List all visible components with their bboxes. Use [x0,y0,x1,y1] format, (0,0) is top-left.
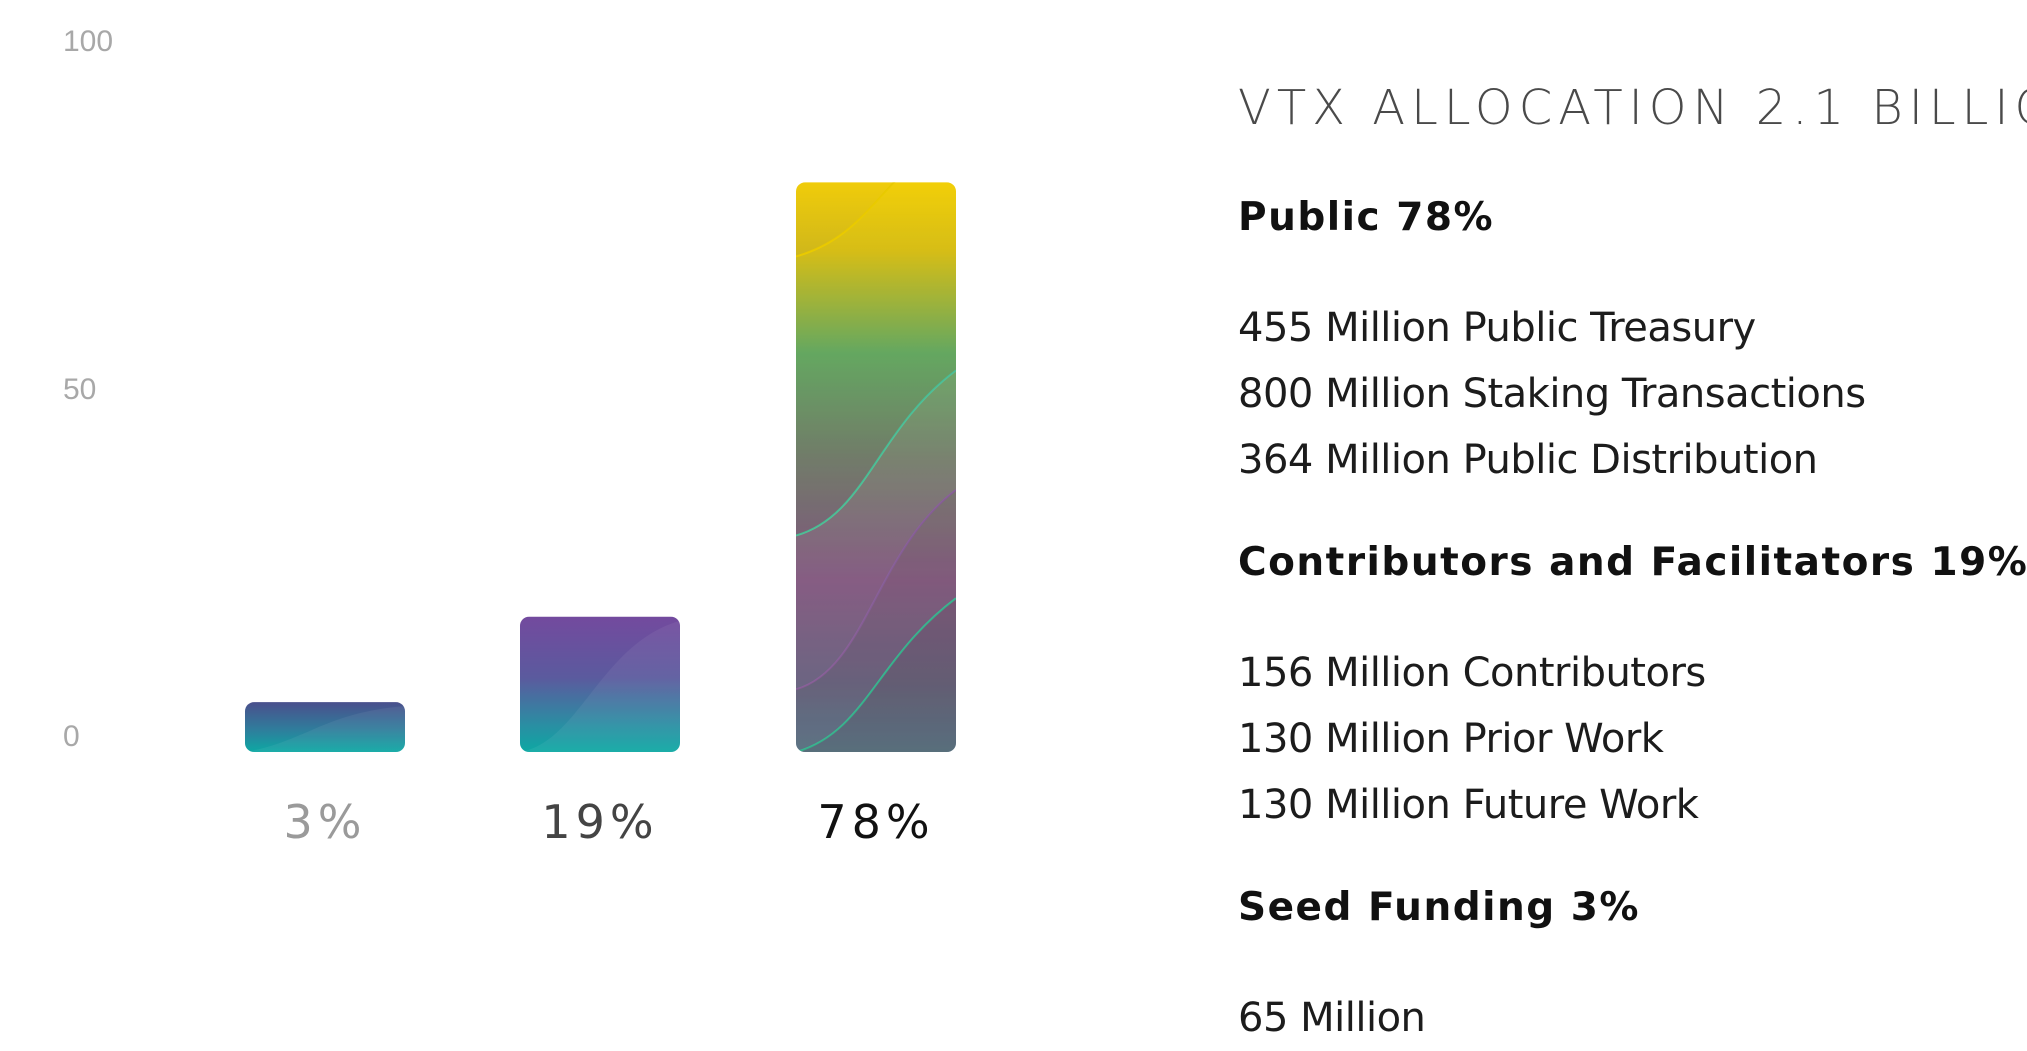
contributors-items-list: 156 Million Contributors 130 Million Pri… [1238,640,1706,838]
section-heading-seed: Seed Funding 3% [1238,885,1640,930]
list-item: 455 Million Public Treasury [1238,305,1756,351]
bar-wave-decoration [796,182,956,752]
wave-fill [796,598,956,752]
bar-1 [245,702,405,752]
list-item: 364 Million Public Distribution [1238,437,1818,483]
wave-line [796,489,956,691]
list-item: 130 Million Prior Work [1238,716,1664,762]
wave-line [796,182,956,258]
y-tick-label: 0 [63,720,80,753]
wave-fill [796,370,956,752]
list-item: 65 Million [1238,995,1426,1041]
public-items-list: 455 Million Public Treasury 800 Million … [1238,295,1866,493]
allocation-bar-chart: 100 50 0 3% 19% 78% [63,25,956,849]
wave-fill [796,182,956,752]
bar-value-label: 78% [817,795,934,849]
bars [245,182,956,752]
bar-value-label: 19% [541,795,658,849]
bar-labels: 3% 19% 78% [284,795,934,849]
section-heading-contributors: Contributors and Facilitators 19% [1238,540,2027,585]
bar-rect [245,702,405,752]
list-item: 156 Million Contributors [1238,650,1706,696]
bar-rect [796,182,956,752]
panel-title: VTX ALLOCATION 2.1 BILLION [1238,80,2027,136]
wave-line [796,369,956,537]
list-item: 130 Million Future Work [1238,782,1699,828]
list-item: 800 Million Staking Transactions [1238,371,1866,417]
y-tick-label: 50 [63,373,96,406]
bar-shade [520,620,680,752]
section-heading-public: Public 78% [1238,195,1495,240]
y-axis-ticks: 100 50 0 [63,25,113,753]
y-tick-label: 100 [63,25,113,58]
bar-2 [520,616,680,752]
wave-line [796,597,956,752]
bar-3 [796,182,956,752]
bar-shade [245,706,405,752]
wave-fill [796,489,956,752]
bar-value-label: 3% [284,795,367,849]
bar-rect [520,616,680,752]
seed-items-list: 65 Million [1238,985,1426,1051]
